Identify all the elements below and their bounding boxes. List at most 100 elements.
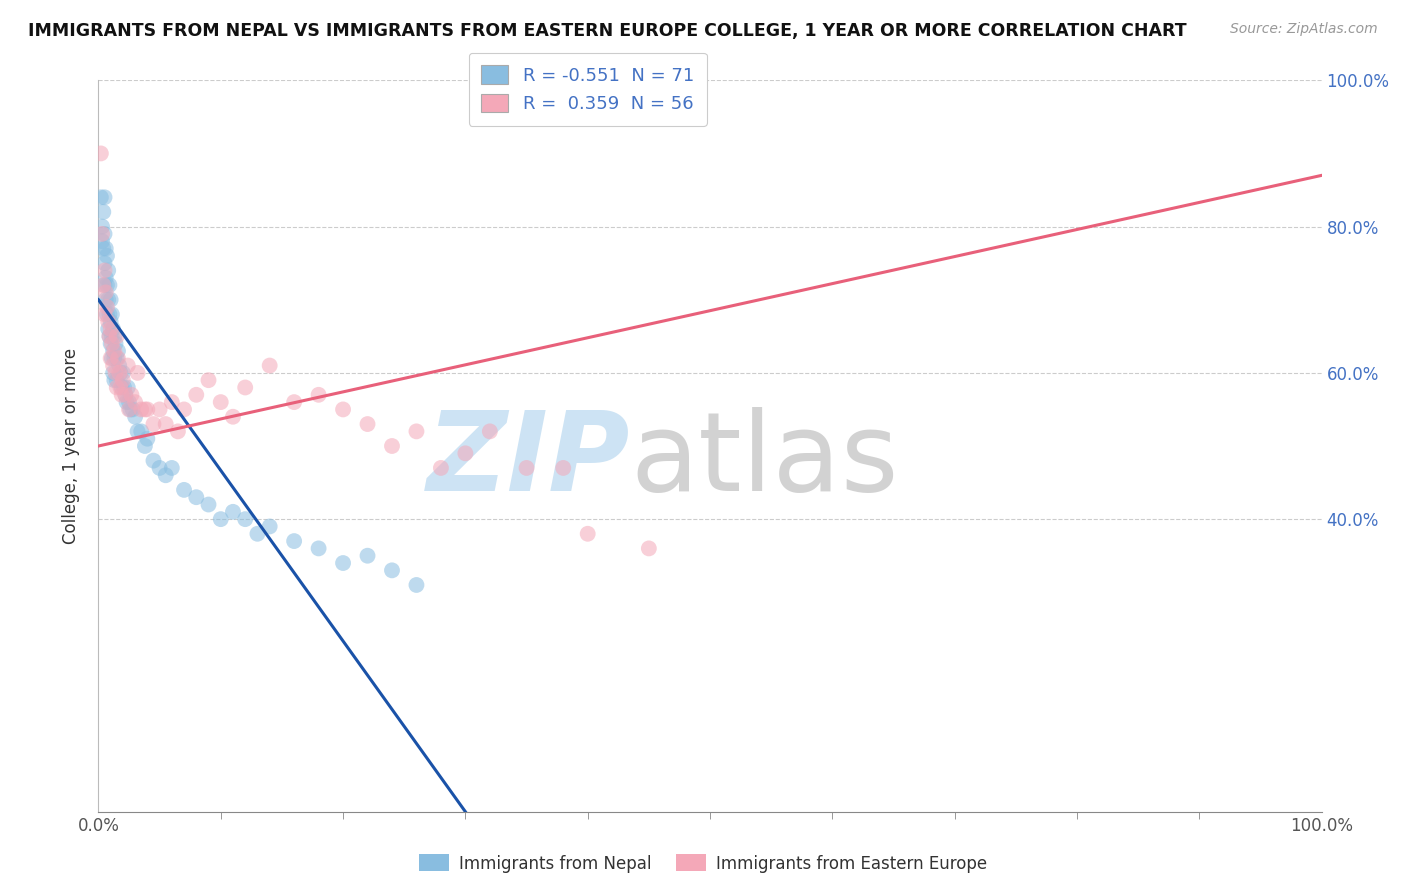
Point <box>112 380 135 394</box>
Point <box>94 285 117 300</box>
Point <box>94 293 117 307</box>
Point <box>91 219 114 234</box>
Point <box>259 519 281 533</box>
Point <box>155 417 177 431</box>
Point <box>118 395 141 409</box>
Point <box>101 359 124 373</box>
Point <box>90 146 112 161</box>
Point <box>93 190 115 204</box>
Point <box>134 402 156 417</box>
Point <box>222 409 245 424</box>
Point <box>100 322 122 336</box>
Point <box>246 526 269 541</box>
Point <box>515 461 537 475</box>
Text: IMMIGRANTS FROM NEPAL VS IMMIGRANTS FROM EASTERN EUROPE COLLEGE, 1 YEAR OR MORE : IMMIGRANTS FROM NEPAL VS IMMIGRANTS FROM… <box>28 22 1187 40</box>
Point <box>110 380 132 394</box>
Point <box>100 293 122 307</box>
Point <box>209 512 232 526</box>
Point <box>105 351 128 366</box>
Point <box>160 395 183 409</box>
Point <box>637 541 661 556</box>
Point <box>93 263 115 277</box>
Point <box>111 373 134 387</box>
Point <box>98 307 121 321</box>
Point <box>101 343 124 358</box>
Point <box>94 270 117 285</box>
Point <box>120 388 142 402</box>
Point <box>93 307 115 321</box>
Point <box>100 336 122 351</box>
Point <box>553 461 575 475</box>
Point <box>115 395 138 409</box>
Point <box>136 402 159 417</box>
Point <box>155 468 177 483</box>
Point <box>101 351 124 366</box>
Point <box>96 249 118 263</box>
Point <box>97 315 120 329</box>
Text: Source: ZipAtlas.com: Source: ZipAtlas.com <box>1230 22 1378 37</box>
Point <box>127 366 149 380</box>
Point <box>576 526 599 541</box>
Point <box>124 409 146 424</box>
Text: atlas: atlas <box>630 407 898 514</box>
Point <box>283 534 305 549</box>
Point <box>129 425 152 439</box>
Point <box>111 366 134 380</box>
Point <box>101 307 124 321</box>
Point <box>149 402 172 417</box>
Point <box>405 578 427 592</box>
Point <box>222 505 245 519</box>
Point <box>96 300 118 314</box>
Point <box>110 366 132 380</box>
Point <box>100 351 122 366</box>
Point <box>91 205 114 219</box>
Point <box>356 549 378 563</box>
Point <box>108 359 131 373</box>
Point <box>121 402 143 417</box>
Point <box>101 366 124 380</box>
Point <box>209 395 232 409</box>
Point <box>197 498 219 512</box>
Point <box>103 351 125 366</box>
Point <box>103 329 125 343</box>
Point <box>114 388 136 402</box>
Point <box>98 278 121 293</box>
Point <box>186 490 208 504</box>
Point <box>96 278 118 293</box>
Point <box>381 439 404 453</box>
Point <box>283 395 305 409</box>
Point <box>91 278 114 293</box>
Point <box>134 439 156 453</box>
Point <box>101 329 124 343</box>
Point <box>259 359 281 373</box>
Point <box>97 293 120 307</box>
Point <box>103 373 125 387</box>
Point <box>98 329 121 343</box>
Y-axis label: College, 1 year or more: College, 1 year or more <box>62 348 80 544</box>
Point <box>93 256 115 270</box>
Point <box>91 242 114 256</box>
Point <box>101 336 124 351</box>
Point <box>142 453 165 467</box>
Point <box>197 373 219 387</box>
Point <box>104 366 127 380</box>
Point <box>103 343 125 358</box>
Point <box>104 336 127 351</box>
Point <box>101 322 124 336</box>
Point <box>160 461 183 475</box>
Point <box>105 380 128 394</box>
Point <box>117 380 139 394</box>
Point <box>332 402 354 417</box>
Point <box>118 402 141 417</box>
Point <box>308 541 330 556</box>
Point <box>173 402 195 417</box>
Point <box>186 388 208 402</box>
Point <box>107 351 129 366</box>
Point <box>111 380 134 394</box>
Point <box>120 402 142 417</box>
Point <box>91 227 114 241</box>
Point <box>105 373 128 387</box>
Point <box>91 234 114 248</box>
Point <box>97 263 120 277</box>
Point <box>173 483 195 497</box>
